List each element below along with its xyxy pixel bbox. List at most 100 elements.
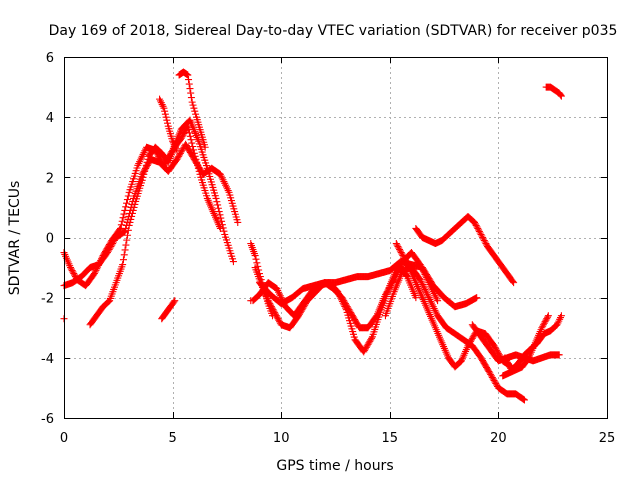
data-point-arc-4 — [161, 107, 169, 115]
data-point-arc-11 — [520, 395, 528, 403]
data-point-arc-15 — [539, 321, 547, 329]
data-point-arc-14 — [505, 361, 513, 369]
data-point-arc-5 — [185, 80, 193, 88]
data-point-arc-17 — [255, 266, 263, 274]
data-point-arc-2 — [110, 238, 118, 246]
data-point-arc-15 — [544, 313, 552, 321]
data-point-arc-8 — [342, 301, 350, 309]
data-point-arc-8 — [386, 283, 394, 291]
data-point-arc-8 — [274, 315, 282, 323]
data-point-arc-3 — [195, 167, 203, 175]
data-point-arc-1 — [122, 203, 130, 211]
data-point-arc-10 — [402, 258, 410, 266]
y-tick-label: 4 — [46, 111, 54, 126]
data-point-arc-10 — [492, 345, 500, 353]
data-point-arc-3 — [119, 256, 127, 264]
data-point-arc-4 — [163, 116, 171, 124]
y-tick-label: -4 — [41, 352, 54, 367]
data-point-arc-5 — [190, 104, 198, 112]
data-point-arc-4 — [172, 143, 179, 151]
data-point-arc-14 — [503, 358, 511, 366]
data-point-arc-3 — [127, 215, 135, 223]
data-point-arc-9 — [473, 294, 481, 302]
data-point-arc-7 — [364, 340, 372, 348]
data-point-arc-3 — [190, 146, 198, 154]
data-point-arc-4 — [161, 110, 169, 118]
chart-title: Day 169 of 2018, Sidereal Day-to-day VTE… — [49, 23, 618, 39]
data-point-arc-12 — [472, 221, 480, 229]
data-point-arc-10 — [403, 259, 411, 267]
data-point-arc-8 — [341, 298, 349, 306]
data-point-arc-1 — [213, 198, 221, 206]
data-point-arc-17 — [251, 252, 259, 260]
data-point-arc-7 — [367, 336, 375, 344]
data-point-arc-3 — [131, 200, 139, 208]
data-point-arc-17 — [255, 270, 263, 278]
data-point-arc-5 — [192, 110, 200, 118]
data-point-arc-8 — [300, 303, 308, 311]
data-point-arc-11 — [491, 378, 499, 386]
data-point-arc-4 — [160, 104, 168, 112]
data-point-arc-6 — [170, 298, 178, 306]
data-point-arc-3 — [143, 158, 151, 166]
data-point-arc-5 — [186, 85, 194, 93]
data-point-arc-3 — [180, 130, 188, 138]
data-point-arc-3 — [140, 170, 148, 178]
data-point-arc-1 — [214, 204, 222, 212]
data-point-arc-1 — [220, 227, 228, 235]
data-point-arc-1 — [214, 201, 222, 209]
y-tick-label: 0 — [46, 232, 54, 247]
data-point-arc-1 — [117, 221, 125, 229]
data-point-arc-12 — [473, 223, 481, 231]
data-point-arc-17 — [269, 312, 277, 320]
data-point-arc-1 — [217, 214, 225, 222]
data-point-arc-8 — [345, 306, 353, 314]
data-point-arc-1 — [119, 214, 127, 222]
data-point-arc-5 — [189, 101, 197, 109]
data-point-arc-3 — [184, 122, 192, 130]
data-point-arc-3 — [105, 297, 113, 305]
data-point-arc-3 — [177, 134, 185, 142]
data-point-arc-7 — [402, 272, 410, 280]
data-point-arc-4 — [169, 139, 177, 147]
data-point-arc-2 — [103, 249, 111, 257]
data-point-arc-11 — [519, 395, 527, 403]
data-point-arc-11 — [423, 289, 431, 297]
data-point-arc-8 — [381, 291, 389, 299]
data-point-arc-12 — [481, 238, 489, 246]
data-point-arc-15 — [524, 355, 532, 363]
data-point-arc-4 — [172, 145, 180, 153]
data-point-arc-3 — [144, 155, 152, 163]
data-point-arc-3 — [119, 261, 127, 269]
data-point-arc-4 — [173, 146, 181, 154]
data-point-arc-8 — [295, 312, 303, 320]
data-point-arc-12 — [480, 237, 488, 245]
data-point-arc-1 — [123, 199, 131, 207]
data-point-arc-3 — [216, 224, 224, 232]
data-point-arc-10 — [490, 342, 498, 350]
data-point-arc-8 — [394, 267, 402, 275]
data-point-arc-8 — [344, 304, 352, 312]
data-point-arc-3 — [194, 164, 202, 172]
data-point-arc-12 — [479, 235, 487, 243]
data-point-arc-3 — [142, 161, 150, 169]
data-point-arc-4 — [162, 113, 170, 121]
data-point-arc-2 — [234, 218, 242, 226]
data-point-arc-11 — [493, 381, 501, 389]
data-point-arc-11 — [418, 279, 426, 287]
data-point-arc-3 — [179, 131, 187, 139]
data-point-arc-1 — [124, 192, 132, 200]
data-marks — [60, 68, 565, 404]
data-point-arc-7 — [412, 294, 420, 302]
data-point-arc-8 — [389, 277, 397, 285]
data-point-arc-3 — [191, 152, 199, 160]
data-point-arc-11 — [492, 379, 500, 387]
data-point-arc-3 — [189, 143, 197, 150]
data-point-arc-2 — [107, 243, 115, 251]
data-point-arc-3 — [187, 136, 195, 144]
data-point-arc-15 — [544, 312, 552, 320]
x-axis-title: GPS time / hours — [276, 458, 393, 474]
data-point-arc-3 — [141, 167, 149, 175]
data-point-arc-12 — [474, 224, 482, 232]
data-point-arc-11 — [423, 290, 431, 298]
